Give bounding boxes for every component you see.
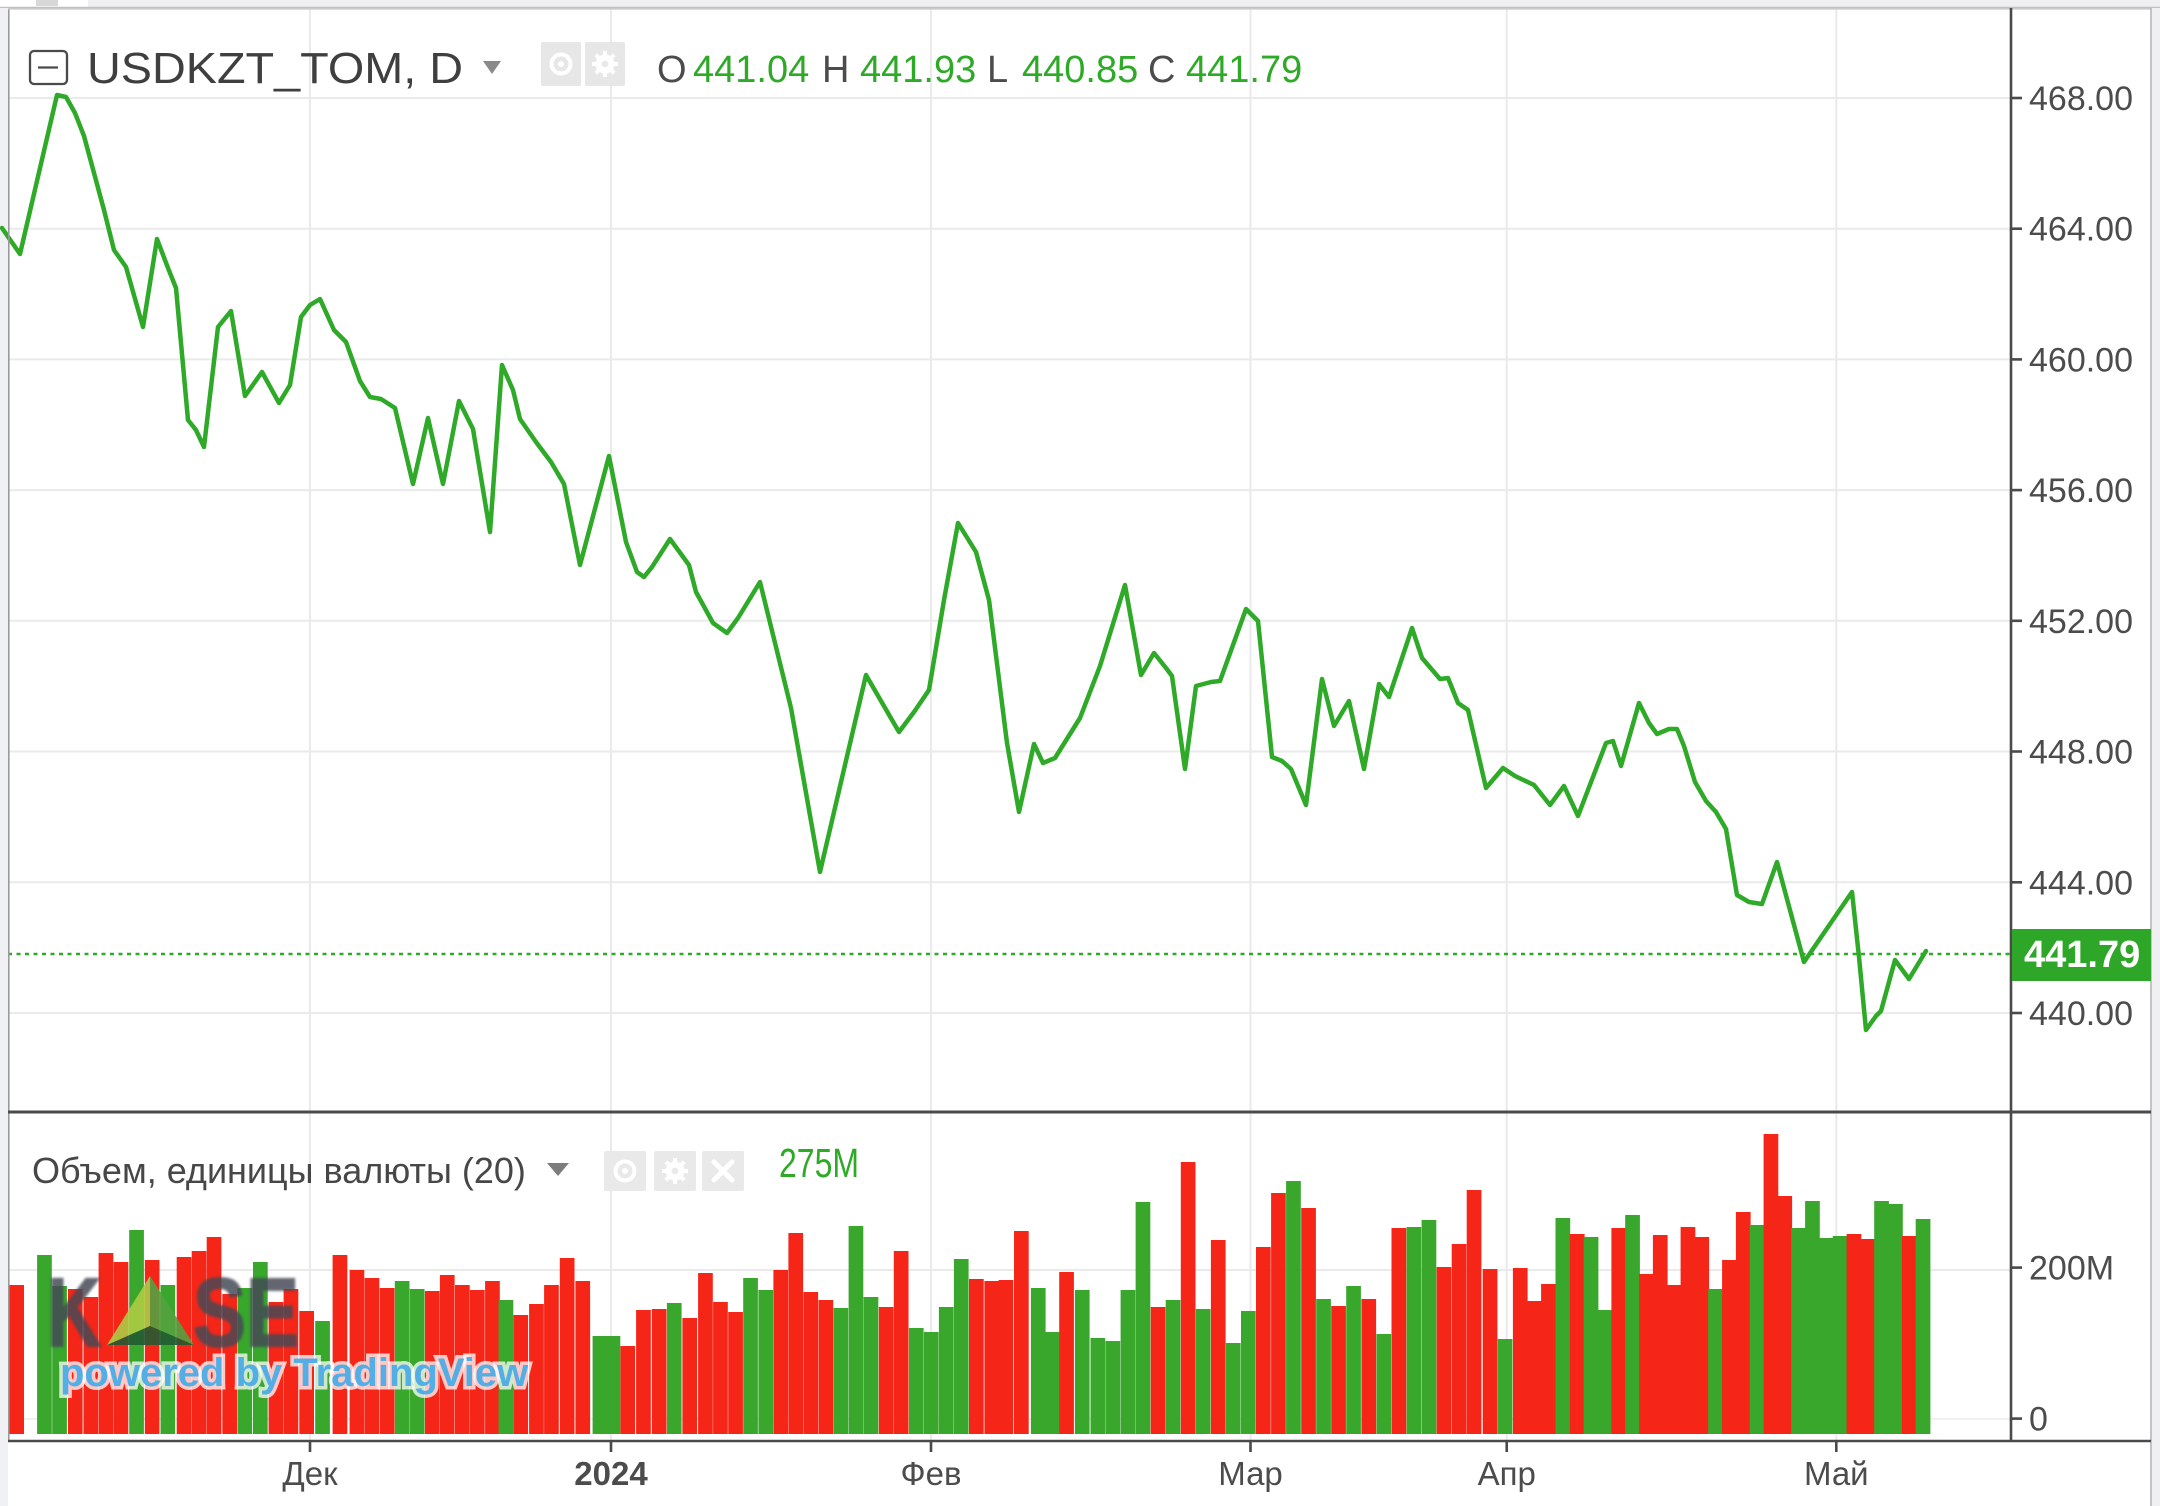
- svg-text:441.79: 441.79: [1186, 49, 1302, 91]
- svg-text:275M: 275M: [779, 1140, 859, 1186]
- svg-text:441.04: 441.04: [693, 49, 809, 91]
- svg-text:444.00: 444.00: [2029, 864, 2133, 902]
- svg-text:456.00: 456.00: [2029, 472, 2133, 510]
- svg-text:USDKZT_TOM, D: USDKZT_TOM, D: [87, 44, 463, 93]
- svg-text:468.00: 468.00: [2029, 80, 2133, 118]
- svg-text:C: C: [1148, 49, 1175, 91]
- svg-text:Дек: Дек: [282, 1455, 338, 1492]
- svg-text:200M: 200M: [2029, 1250, 2114, 1288]
- svg-text:Объем, единицы валюты (20): Объем, единицы валюты (20): [32, 1150, 526, 1191]
- svg-text:440.00: 440.00: [2029, 995, 2133, 1033]
- svg-text:0: 0: [2029, 1401, 2048, 1439]
- svg-text:460.00: 460.00: [2029, 341, 2133, 379]
- svg-text:440.85: 440.85: [1022, 49, 1138, 91]
- svg-text:Май: Май: [1804, 1455, 1869, 1492]
- svg-text:Фев: Фев: [901, 1455, 962, 1492]
- svg-text:441.93: 441.93: [860, 49, 976, 91]
- svg-text:2024: 2024: [574, 1455, 648, 1492]
- svg-text:powered by TradingView: powered by TradingView: [60, 1351, 529, 1395]
- svg-text:SE: SE: [193, 1258, 299, 1367]
- svg-text:K: K: [47, 1258, 101, 1367]
- svg-text:464.00: 464.00: [2029, 211, 2133, 249]
- svg-text:Апр: Апр: [1478, 1455, 1536, 1492]
- svg-text:Мар: Мар: [1218, 1455, 1283, 1492]
- svg-text:L: L: [987, 49, 1008, 91]
- svg-text:448.00: 448.00: [2029, 734, 2133, 772]
- svg-text:441.79: 441.79: [2024, 934, 2140, 976]
- svg-text:H: H: [822, 49, 849, 91]
- svg-text:O: O: [657, 49, 687, 91]
- svg-text:452.00: 452.00: [2029, 603, 2133, 641]
